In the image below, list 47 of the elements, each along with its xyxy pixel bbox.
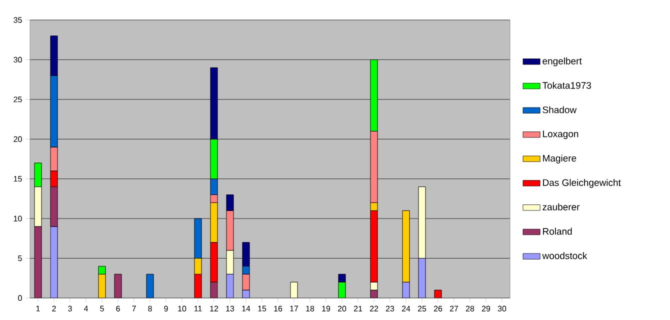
x-tick-label: 19 (322, 306, 330, 312)
x-tick-label: 11 (194, 306, 202, 312)
x-tick-label: 17 (290, 306, 298, 312)
y-tick-label: 5 (18, 255, 22, 262)
x-tick-label: 22 (370, 306, 378, 312)
y-tick-label: 15 (14, 176, 22, 182)
x-tick-label: 1 (36, 306, 40, 312)
y-tick-label: 35 (14, 17, 22, 23)
y-tick-label: 20 (14, 136, 22, 142)
y-tick-label: 0 (18, 295, 22, 301)
x-tick-label: 6 (116, 306, 120, 312)
x-tick-label: 4 (84, 306, 88, 312)
x-tick-label: 29 (482, 306, 490, 312)
y-tick-label: 10 (14, 216, 22, 222)
legend-label: Tokata1973 (542, 82, 591, 89)
x-tick-label: 8 (148, 306, 152, 312)
x-tick-label: 21 (354, 306, 362, 312)
x-tick-label: 26 (434, 306, 442, 312)
x-tick-label: 12 (210, 306, 218, 312)
x-tick-label: 2 (52, 306, 56, 312)
x-tick-label: 13 (226, 306, 234, 312)
x-tick-label: 25 (418, 306, 426, 312)
x-tick-label: 24 (402, 306, 410, 312)
y-tick-label: 25 (14, 96, 22, 102)
legend-label: zauberer (542, 203, 580, 210)
legend-label: Roland (543, 228, 572, 235)
x-tick-label: 28 (466, 306, 474, 312)
legend-label: woodstock (542, 252, 588, 260)
x-tick-label: 9 (164, 306, 168, 312)
legend-label: Magiere (543, 154, 576, 164)
x-tick-label: 10 (178, 306, 186, 312)
x-tick-label: 20 (338, 306, 346, 312)
legend-label: Das Gleichgewicht (543, 179, 621, 188)
legend-label: engelbert (542, 57, 582, 66)
x-tick-label: 23 (386, 306, 394, 312)
y-tick-label: 30 (14, 56, 22, 63)
x-tick-label: 15 (258, 306, 266, 312)
x-tick-label: 27 (450, 306, 458, 312)
x-tick-label: 14 (242, 306, 250, 312)
legend-label: Shadow (542, 106, 577, 114)
legend-label: Loxagon (543, 130, 578, 140)
x-tick-label: 30 (498, 306, 506, 312)
x-tick-label: 5 (100, 306, 104, 312)
x-tick-label: 18 (306, 306, 314, 312)
x-tick-label: 16 (274, 306, 282, 312)
x-tick-label: 7 (132, 306, 136, 312)
x-tick-label: 3 (68, 306, 72, 312)
